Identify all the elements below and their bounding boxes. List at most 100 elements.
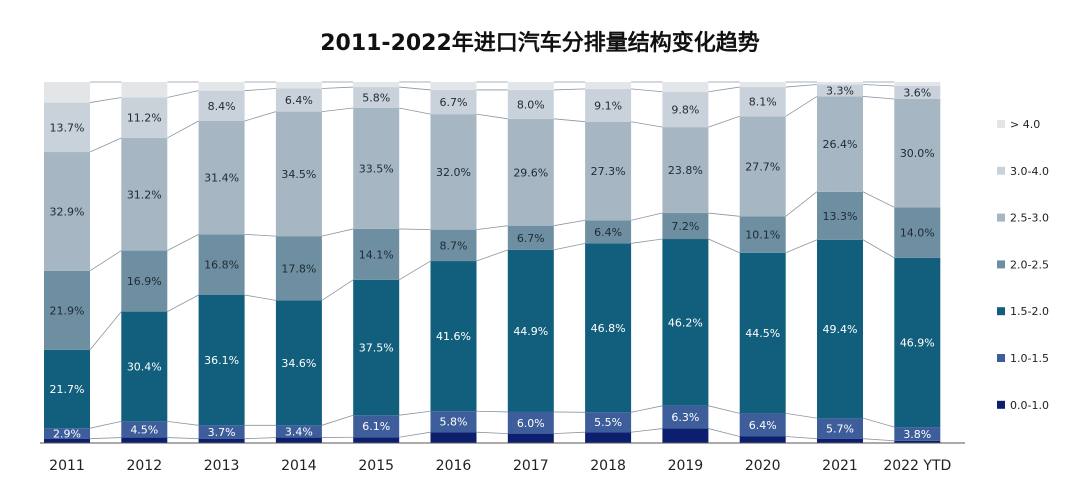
data-label: 6.4% [749,419,777,432]
x-tick-label: 2022 YTD [883,458,951,474]
bar-segment [894,257,941,428]
bar-segment [275,300,322,426]
data-label: 14.0% [900,227,935,240]
connector-line [167,294,199,312]
data-label: 14.1% [359,248,394,261]
bar-segment [817,191,863,240]
data-label: 41.6% [436,330,471,343]
data-label: 21.9% [50,304,85,317]
connector-line [631,121,663,128]
data-label: 23.8% [668,164,703,177]
legend-swatch [997,260,1005,269]
connector-line [321,86,354,89]
connector-line [167,437,199,440]
connector-line [89,311,122,351]
data-label: 32.0% [436,166,471,179]
legend-swatch [997,400,1005,409]
x-tick-label: 2011 [49,458,85,474]
bar-segment [817,84,863,97]
bar-segment [44,102,90,153]
data-label: 8.0% [517,98,545,111]
connector-line [399,107,431,115]
connector-line [244,437,276,440]
bar-segment [198,294,245,426]
data-label: 46.9% [900,336,935,349]
bar-segment [507,118,554,226]
bar-segment [817,239,863,419]
bar-segment [121,421,168,438]
data-label: 17.8% [281,262,316,275]
bar-segment [198,90,245,121]
bar-segment [353,87,400,108]
bar-segment [44,152,90,271]
bar-segment [585,121,632,221]
data-label: 13.3% [823,210,858,223]
connector-lines [89,81,895,444]
bars: 2.9% 21.7% 21.9% 32.9% 13.7% 4.5% 30.4% 16.9% 31… [44,82,941,443]
bar-segment [585,82,632,89]
bar-segment [662,91,709,128]
data-label: 27.3% [591,165,626,178]
bar-segment [507,82,554,90]
data-label: 6.0% [517,417,545,430]
bar-segment [121,82,168,98]
connector-line [708,115,740,128]
data-label: 6.4% [285,94,313,107]
connector-line [553,242,586,251]
connector-line [399,431,431,438]
connector-line [708,238,740,254]
connector-line [398,260,431,281]
connector-line [553,88,586,91]
data-label: 10.1% [745,229,780,242]
legend-swatch [997,354,1005,362]
bar-segment [44,270,90,350]
connector-line [785,436,818,440]
x-tick-label: 2015 [358,458,394,474]
bar-segment [739,436,786,443]
data-label: 8.4% [208,100,236,113]
bar-segment [662,127,709,214]
connector-line [785,413,818,419]
bar-segment [275,88,322,112]
x-tick-label: 2012 [126,458,162,474]
legend-label: 2.5-3.0 [1010,212,1049,225]
connector-line [708,86,740,93]
bar-segment [44,428,90,439]
bar-segment [353,415,400,438]
x-tick-label: 2016 [436,458,472,474]
bar-segment [275,236,322,301]
bar-segment [44,438,90,443]
data-label: 2.9% [53,427,81,440]
connector-line [399,228,431,231]
data-label: 6.3% [671,411,699,424]
bar-segment [430,229,477,262]
x-tick-label: 2014 [281,458,317,474]
connector-line [244,233,276,237]
connector-line [785,191,818,217]
data-label: 5.7% [826,422,854,435]
data-label: 5.8% [362,92,390,105]
bar-segment [353,228,400,280]
bar-segment [507,411,554,434]
data-label: 6.4% [594,226,622,239]
bar-segment [585,432,632,443]
connector-line [399,86,431,91]
bar-segment [585,88,632,122]
data-label: 3.8% [903,428,931,441]
bar-segment [507,89,554,119]
bar-segment [894,85,941,99]
data-label: 27.7% [745,160,780,173]
connector-line [89,137,122,153]
connector-line [553,431,586,435]
bar-segment [198,438,245,443]
connector-line [862,84,895,87]
bar-segment [121,250,168,312]
connector-line [167,233,199,251]
bar-segment [894,98,941,208]
connector-line [862,438,895,442]
data-label: 21.7% [50,383,85,396]
data-label: 6.7% [440,96,468,109]
connector-line [862,417,895,428]
data-label: 36.1% [204,354,239,367]
